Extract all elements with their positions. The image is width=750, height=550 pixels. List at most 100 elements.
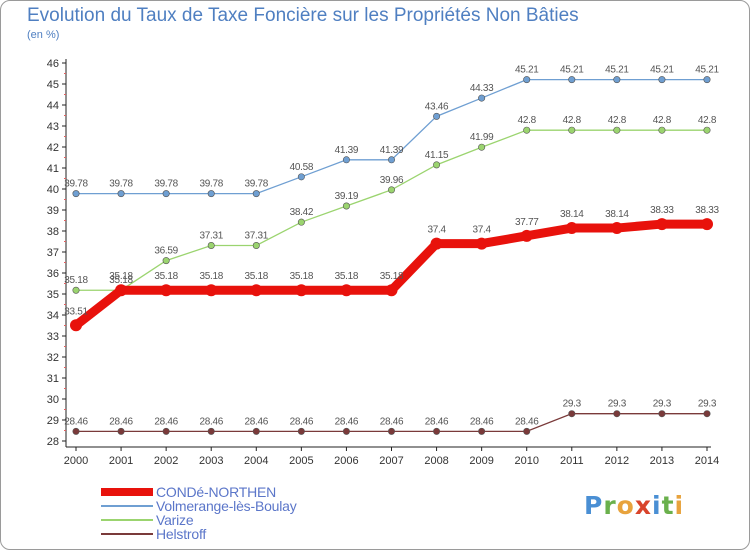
data-label-helstroff: 29.3 [698,399,717,410]
data-point-varize [162,257,170,265]
data-label-volmerange-l-s-boulay: 39.78 [199,179,223,190]
proxiti-logo: Proxiti [584,491,684,520]
y-tick-label: 31 [47,373,59,385]
data-point-helstroff [703,410,711,418]
y-tick-label: 28 [47,436,59,448]
data-point-varize [342,202,350,210]
data-label-volmerange-l-s-boulay: 40.58 [290,162,314,173]
data-point-varize [252,241,260,249]
data-label-cond-northen: 38.33 [695,205,719,216]
legend-label-varize: Varize [156,512,194,528]
data-point-cond-northen [205,284,218,297]
data-point-volmerange-l-s-boulay [252,190,260,198]
data-point-helstroff [252,427,260,435]
x-tick-label: 2008 [424,455,448,467]
data-point-cond-northen [475,237,488,250]
data-label-volmerange-l-s-boulay: 39.78 [109,179,133,190]
data-label-helstroff: 28.46 [515,416,539,427]
data-point-helstroff [297,427,305,435]
chart-title: Evolution du Taux de Taxe Foncière sur l… [27,5,579,26]
data-label-cond-northen: 38.14 [560,209,584,220]
x-tick-label: 2012 [605,455,629,467]
data-point-cond-northen [115,284,128,297]
data-label-volmerange-l-s-boulay: 45.21 [515,65,539,76]
data-point-varize [658,126,666,134]
data-label-helstroff: 28.46 [335,416,359,427]
logo-letter: t [661,491,675,520]
legend-label-helstroff: Helstroff [156,526,207,542]
legend-item-volmerange: Volmerange-lès-Boulay [101,498,401,514]
data-label-varize: 39.19 [335,191,359,202]
data-label-volmerange-l-s-boulay: 39.78 [245,179,269,190]
data-label-helstroff: 28.46 [199,416,223,427]
data-point-helstroff [207,427,215,435]
data-label-helstroff: 28.46 [380,416,404,427]
data-label-helstroff: 29.3 [608,399,627,410]
data-point-volmerange-l-s-boulay [703,76,711,84]
data-point-volmerange-l-s-boulay [72,190,80,198]
data-point-helstroff [72,427,80,435]
data-point-volmerange-l-s-boulay [523,76,531,84]
y-tick-label: 40 [47,184,59,196]
y-tick-label: 42 [47,142,59,154]
data-label-helstroff: 28.46 [154,416,178,427]
data-label-volmerange-l-s-boulay: 45.21 [605,65,629,76]
legend-swatch-helstroff [101,533,153,535]
logo-letter: x [634,491,652,520]
data-label-volmerange-l-s-boulay: 39.78 [64,179,88,190]
data-label-cond-northen: 37.4 [473,225,492,236]
data-label-helstroff: 28.46 [64,416,88,427]
data-label-cond-northen: 35.18 [245,271,269,282]
data-label-cond-northen: 37.4 [427,225,446,236]
y-tick-label: 43 [47,121,59,133]
data-label-cond-northen: 35.18 [380,271,404,282]
legend-label-volmerange: Volmerange-lès-Boulay [156,498,297,514]
data-label-varize: 37.31 [199,230,223,241]
data-label-helstroff: 28.46 [290,416,314,427]
data-label-varize: 35.18 [109,275,133,286]
data-label-cond-northen: 35.18 [335,271,359,282]
logo-letter: o [616,491,635,520]
y-tick-label: 29 [47,415,59,427]
y-tick-label: 41 [47,163,59,175]
data-label-helstroff: 29.3 [653,399,672,410]
data-point-volmerange-l-s-boulay [568,76,576,84]
data-label-helstroff: 28.46 [470,416,494,427]
data-label-varize: 41.15 [425,150,449,161]
data-label-cond-northen: 35.18 [154,271,178,282]
data-point-volmerange-l-s-boulay [387,156,395,164]
data-point-helstroff [523,427,531,435]
data-label-helstroff: 28.46 [425,416,449,427]
x-tick-label: 2000 [64,455,88,467]
x-tick-label: 2001 [109,455,133,467]
legend-item-conde-northen: CONDé-NORTHEN [101,484,401,500]
y-tick-label: 45 [47,79,59,91]
data-label-cond-northen: 38.33 [650,205,674,216]
data-point-varize [297,218,305,226]
x-tick-label: 2002 [154,455,178,467]
data-point-cond-northen [385,284,398,297]
y-tick-label: 33 [47,331,59,343]
data-label-volmerange-l-s-boulay: 41.39 [380,145,404,156]
logo-letter: P [584,491,604,520]
data-label-cond-northen: 35.18 [199,271,223,282]
data-point-volmerange-l-s-boulay [658,76,666,84]
data-point-cond-northen [520,229,533,242]
data-label-varize: 35.18 [64,275,88,286]
data-point-varize [207,241,215,249]
data-label-cond-northen: 35.18 [109,271,133,282]
data-point-cond-northen [610,222,623,235]
data-label-varize: 36.59 [154,246,178,257]
data-label-helstroff: 29.3 [563,399,582,410]
logo-letter: i [652,491,662,520]
data-label-volmerange-l-s-boulay: 43.46 [425,101,449,112]
data-point-varize [703,126,711,134]
data-label-cond-northen: 37.77 [515,217,539,228]
data-label-varize: 39.96 [380,175,404,186]
data-point-cond-northen [160,284,173,297]
data-point-varize [523,126,531,134]
data-point-volmerange-l-s-boulay [433,112,441,120]
x-tick-label: 2010 [514,455,538,467]
